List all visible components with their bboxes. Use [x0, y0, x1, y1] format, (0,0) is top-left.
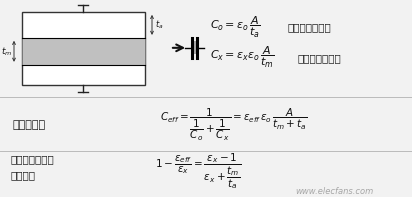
Text: 测量误差: 测量误差	[10, 170, 35, 180]
Text: 空气间隙的电容: 空气间隙的电容	[288, 22, 332, 32]
Text: 电容测量值: 电容测量值	[12, 120, 45, 130]
Text: $1 - \dfrac{\varepsilon_{eff}}{\varepsilon_x} = \dfrac{\varepsilon_x - 1}{\varep: $1 - \dfrac{\varepsilon_{eff}}{\varepsil…	[155, 151, 241, 191]
Bar	[193, 41, 196, 55]
Text: 空气间隙导致的: 空气间隙导致的	[10, 154, 54, 164]
Bar	[22, 12, 145, 85]
Text: 介电材料的电容: 介电材料的电容	[298, 53, 342, 63]
Text: $t_a$: $t_a$	[155, 19, 164, 31]
Text: $C_x = \varepsilon_x \varepsilon_o \, \dfrac{A}{t_m}$: $C_x = \varepsilon_x \varepsilon_o \, \d…	[210, 45, 274, 71]
Text: $t_m$: $t_m$	[1, 45, 12, 58]
Text: $C_{eff} = \dfrac{1}{\dfrac{1}{C_o} + \dfrac{1}{C_x}} = \varepsilon_{eff} \, \va: $C_{eff} = \dfrac{1}{\dfrac{1}{C_o} + \d…	[160, 106, 307, 143]
Bar	[22, 38, 145, 65]
Text: www.elecfans.com: www.elecfans.com	[295, 187, 373, 196]
Text: $C_o = \varepsilon_o \, \dfrac{A}{t_a}$: $C_o = \varepsilon_o \, \dfrac{A}{t_a}$	[210, 14, 261, 40]
